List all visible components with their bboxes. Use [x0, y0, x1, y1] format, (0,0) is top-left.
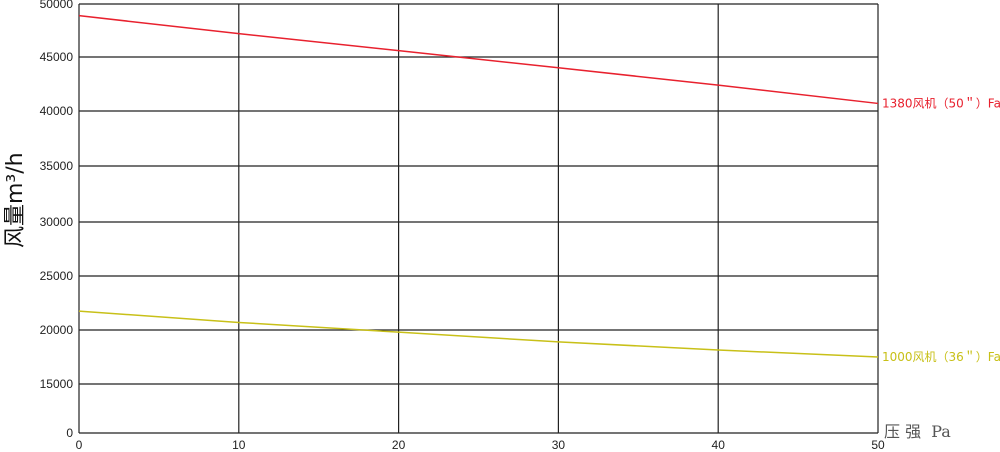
y-axis-ticks: 0 15000 20000 25000 30000 35000 40000 45000 5000…: [40, 0, 74, 440]
y-tick-label: 30000: [40, 215, 74, 229]
series-lines: 1380风机（50＂）Fan 1000风机（36＂）Fan: [78, 14, 1000, 364]
x-axis-label: 压 强 Pa: [884, 422, 951, 441]
y-axis-label: 风量m³/h: [3, 152, 28, 248]
y-tick-label: 45000: [40, 50, 74, 64]
x-tick-label: 40: [712, 438, 726, 452]
y-tick-label: 50000: [40, 0, 74, 11]
x-tick-label: 30: [552, 438, 566, 452]
y-tick-label: 40000: [40, 104, 74, 118]
x-tick-label: 20: [392, 438, 406, 452]
x-tick-label: 50: [871, 438, 885, 452]
x-tick-label: 10: [232, 438, 246, 452]
grid: [78, 3, 879, 434]
y-tick-label: 15000: [40, 377, 74, 391]
y-tick-label: 35000: [40, 159, 74, 173]
y-tick-label: 25000: [40, 269, 74, 283]
series-line: [78, 14, 879, 105]
y-tick-label: 0: [66, 426, 73, 440]
x-tick-label: 0: [76, 438, 83, 452]
series-label: 1000风机（36＂）Fan: [882, 350, 1000, 364]
y-tick-label: 20000: [40, 323, 74, 337]
series-label: 1380风机（50＂）Fan: [882, 96, 1000, 110]
x-axis-ticks: 0 10 20 30 40 50: [76, 438, 885, 452]
series-line: [78, 310, 879, 358]
